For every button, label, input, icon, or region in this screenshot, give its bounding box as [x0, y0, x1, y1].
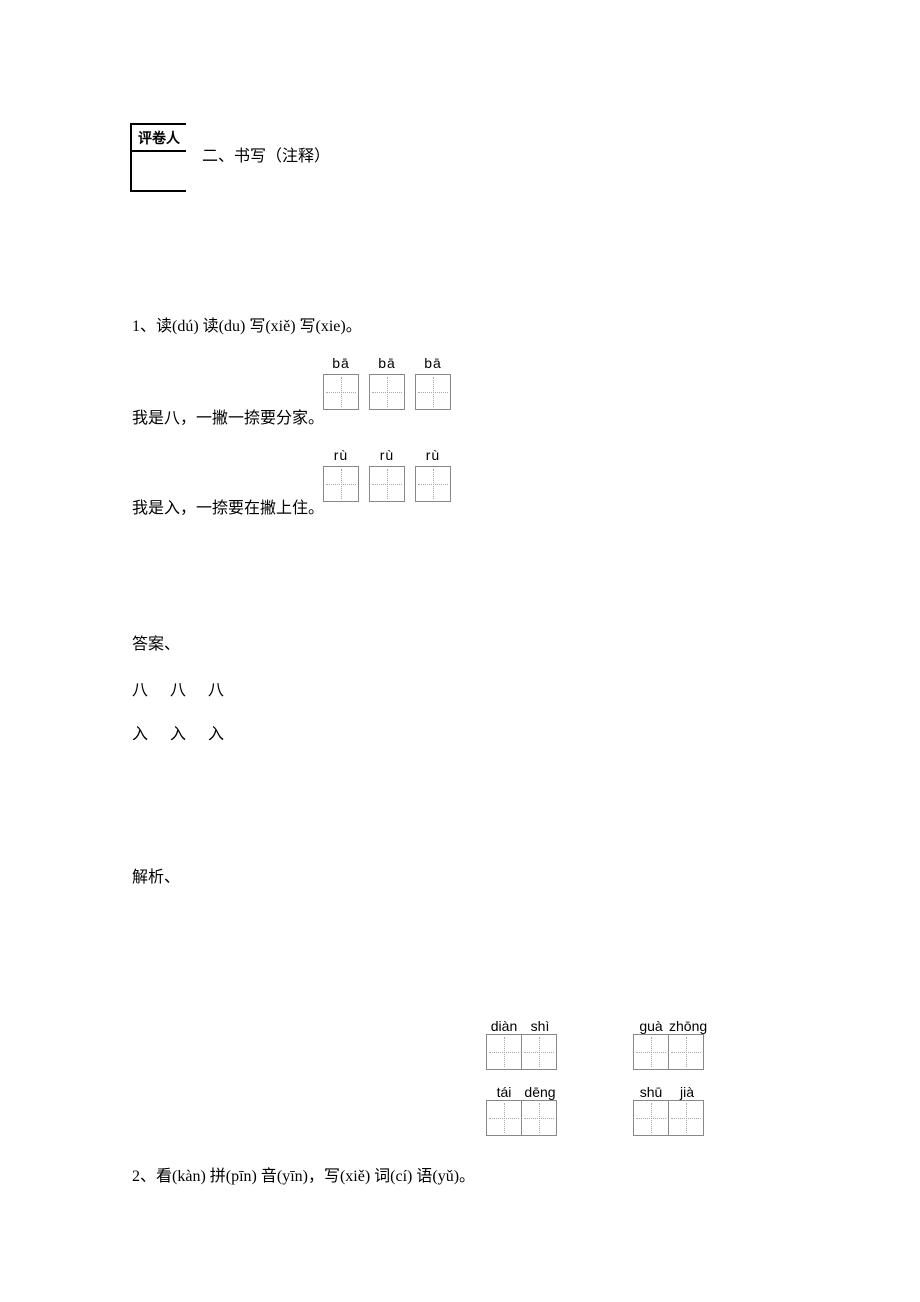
- pinyin-label: bā: [323, 355, 359, 371]
- answer-char: 入: [170, 720, 186, 744]
- ru-writing-boxes: rù rù rù: [323, 447, 451, 502]
- q1-number: 1、: [132, 318, 156, 335]
- analysis-label: 解析、: [132, 863, 180, 887]
- q2-text: 看(kàn) 拼(pīn) 音(yīn)，写(xiě) 词(cí) 语(yǔ)。: [156, 1168, 475, 1185]
- pinyin-syllable: guà: [633, 1018, 669, 1034]
- writing-cell: bā: [323, 355, 359, 410]
- tianzi-grid: [323, 466, 359, 502]
- tianzi-grid: [486, 1034, 522, 1070]
- writing-cell: rù: [369, 447, 405, 502]
- q2-number: 2、: [132, 1168, 156, 1185]
- pinyin-label: tái dēng: [486, 1084, 558, 1100]
- answer-char: 八: [132, 676, 148, 700]
- writing-cell: rù: [323, 447, 359, 502]
- answer-label: 答案、: [132, 630, 180, 654]
- answer-char: 入: [208, 720, 224, 744]
- tianzi-grid: [415, 466, 451, 502]
- question-2-prompt: 2、看(kàn) 拼(pīn) 音(yīn)，写(xiě) 词(cí) 语(yǔ…: [132, 1162, 475, 1186]
- grader-label: 评卷人: [132, 125, 186, 152]
- answer-row-1: 八 八 八: [132, 676, 242, 700]
- answer-row-2: 入 入 入: [132, 720, 242, 744]
- pinyin-label: rù: [369, 447, 405, 463]
- pinyin-label: bā: [369, 355, 405, 371]
- grader-box: 评卷人: [130, 123, 186, 192]
- writing-cell-pair: diàn shì: [486, 1018, 558, 1070]
- pinyin-syllable: tái: [486, 1084, 522, 1100]
- tianzi-grid: [323, 374, 359, 410]
- tianzi-grid: [486, 1100, 522, 1136]
- answer-char: 入: [132, 720, 148, 744]
- answer-char: 八: [208, 676, 224, 700]
- pinyin-syllable: shū: [633, 1084, 669, 1100]
- writing-cell-pair: tái dēng: [486, 1084, 558, 1136]
- ba-writing-boxes: bā bā bā: [323, 355, 451, 410]
- grader-empty-cell: [132, 152, 186, 190]
- pinyin-syllable: jià: [669, 1084, 705, 1100]
- tianzi-grid: [415, 374, 451, 410]
- tianzi-grid: [668, 1034, 704, 1070]
- q2-writing-boxes: diàn shì guà zhōng tái dēng: [486, 1018, 705, 1150]
- q1-line-ru: 我是入，一捺要在撇上住。: [132, 494, 324, 518]
- pinyin-syllable: diàn: [486, 1018, 522, 1034]
- writing-cell: bā: [369, 355, 405, 410]
- tianzi-grid: [633, 1100, 669, 1136]
- writing-cell-pair: shū jià: [633, 1084, 705, 1136]
- pinyin-label: diàn shì: [486, 1018, 558, 1034]
- writing-cell-pair: guà zhōng: [633, 1018, 705, 1070]
- pinyin-label: rù: [415, 447, 451, 463]
- pinyin-label: guà zhōng: [633, 1018, 705, 1034]
- tianzi-grid: [633, 1034, 669, 1070]
- tianzi-grid: [369, 374, 405, 410]
- tianzi-grid: [521, 1034, 557, 1070]
- question-1-prompt: 1、读(dú) 读(du) 写(xiě) 写(xie)。: [132, 312, 362, 336]
- pinyin-syllable: dēng: [522, 1084, 558, 1100]
- pinyin-syllable: zhōng: [669, 1018, 705, 1034]
- tianzi-grid: [369, 466, 405, 502]
- tianzi-grid: [521, 1100, 557, 1136]
- pinyin-syllable: shì: [522, 1018, 558, 1034]
- tianzi-grid: [668, 1100, 704, 1136]
- pinyin-label: bā: [415, 355, 451, 371]
- q1-text: 读(dú) 读(du) 写(xiě) 写(xie)。: [156, 318, 362, 335]
- pinyin-label: rù: [323, 447, 359, 463]
- answer-char: 八: [170, 676, 186, 700]
- writing-cell: rù: [415, 447, 451, 502]
- pinyin-label: shū jià: [633, 1084, 705, 1100]
- q1-line-ba: 我是八，一撇一捺要分家。: [132, 404, 324, 428]
- section-title: 二、书写（注释）: [202, 142, 330, 166]
- writing-cell: bā: [415, 355, 451, 410]
